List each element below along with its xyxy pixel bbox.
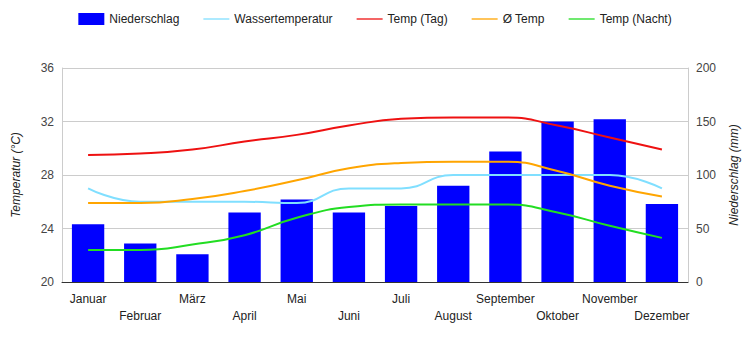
svg-text:20: 20 [41,275,55,289]
svg-text:Juni: Juni [338,309,360,323]
svg-text:50: 50 [696,222,710,236]
svg-text:Dezember: Dezember [634,309,689,323]
svg-text:Niederschlag: Niederschlag [109,12,179,26]
svg-text:Februar: Februar [119,309,161,323]
svg-text:Mai: Mai [287,292,306,306]
svg-text:Juli: Juli [392,292,410,306]
svg-text:April: April [233,309,257,323]
svg-text:Oktober: Oktober [536,309,579,323]
svg-text:24: 24 [41,222,55,236]
svg-text:100: 100 [696,168,716,182]
svg-text:März: März [179,292,206,306]
svg-text:Ø Temp: Ø Temp [503,12,545,26]
svg-text:32: 32 [41,115,55,129]
svg-text:200: 200 [696,61,716,75]
svg-text:28: 28 [41,168,55,182]
svg-text:September: September [476,292,535,306]
svg-text:November: November [582,292,637,306]
svg-text:Wassertemperatur: Wassertemperatur [234,12,332,26]
svg-text:Temp (Nacht): Temp (Nacht) [600,12,672,26]
svg-text:0: 0 [696,275,703,289]
svg-text:150: 150 [696,115,716,129]
svg-text:Temp (Tag): Temp (Tag) [388,12,448,26]
svg-text:Niederschlag (mm): Niederschlag (mm) [727,124,741,225]
svg-text:Januar: Januar [70,292,107,306]
svg-text:Temperatur (°C): Temperatur (°C) [9,132,23,218]
svg-text:36: 36 [41,61,55,75]
svg-text:August: August [435,309,473,323]
